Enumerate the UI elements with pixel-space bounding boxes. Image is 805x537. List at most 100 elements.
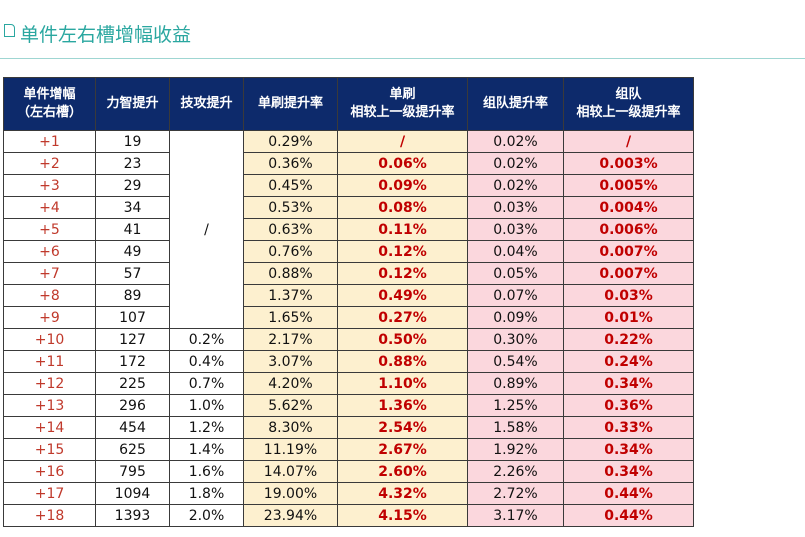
cell-solo: 0.29% <box>243 130 338 153</box>
cell-stat: 19 <box>95 130 170 153</box>
cell-team: 0.02% <box>467 130 564 153</box>
cell-solo: 11.19% <box>243 438 338 461</box>
header-team-delta: 组队 相较上一级提升率 <box>563 77 694 131</box>
cell-solo-delta: 0.27% <box>337 306 468 329</box>
cell-team: 1.92% <box>467 438 564 461</box>
cell-stat: 34 <box>95 196 170 219</box>
cell-solo-delta: 1.36% <box>337 394 468 417</box>
cell-solo: 1.65% <box>243 306 338 329</box>
cell-stat: 454 <box>95 416 170 439</box>
header-solo-delta: 单刷 相较上一级提升率 <box>337 77 468 131</box>
cell-team: 0.54% <box>467 350 564 373</box>
cell-stat: 172 <box>95 350 170 373</box>
cell-level: +6 <box>3 240 96 263</box>
cell-skill: 1.4% <box>169 438 244 461</box>
cell-team: 1.25% <box>467 394 564 417</box>
cell-stat: 127 <box>95 328 170 351</box>
cell-team-delta: 0.34% <box>563 460 694 483</box>
cell-team: 0.03% <box>467 196 564 219</box>
table-row: +8 89 1.37% 0.49% 0.07% 0.03% <box>3 284 694 307</box>
cell-stat: 57 <box>95 262 170 285</box>
cell-skill: 0.7% <box>169 372 244 395</box>
header-solo: 单刷提升率 <box>243 77 338 131</box>
cell-level: +14 <box>3 416 96 439</box>
cell-level: +7 <box>3 262 96 285</box>
table-row: +3 29 0.45% 0.09% 0.02% 0.005% <box>3 174 694 197</box>
table-row: +1 19/0.29%/0.02% / <box>3 130 694 329</box>
header-stat: 力智提升 <box>95 77 170 131</box>
table-row: +11 172 0.4% 3.07% 0.88% 0.54% 0.24% <box>3 350 694 373</box>
cell-solo: 0.76% <box>243 240 338 263</box>
cell-solo: 4.20% <box>243 372 338 395</box>
table-row: +13 296 1.0% 5.62% 1.36% 1.25% 0.36% <box>3 394 694 417</box>
cell-solo-delta: 0.88% <box>337 350 468 373</box>
cell-solo-delta: 1.10% <box>337 372 468 395</box>
cell-stat: 225 <box>95 372 170 395</box>
cell-skill: 1.6% <box>169 460 244 483</box>
cell-team-delta: 0.007% <box>563 240 694 263</box>
cell-skill: 1.0% <box>169 394 244 417</box>
table-row: +16 795 1.6% 14.07% 2.60% 2.26% 0.34% <box>3 460 694 483</box>
cell-level: +3 <box>3 174 96 197</box>
cell-stat: 1094 <box>95 482 170 505</box>
cell-stat: 625 <box>95 438 170 461</box>
cell-team-delta: 0.34% <box>563 372 694 395</box>
cell-solo-delta: 2.54% <box>337 416 468 439</box>
cell-solo-delta: 4.15% <box>337 504 468 527</box>
cell-team: 0.02% <box>467 174 564 197</box>
table-row: +15 625 1.4% 11.19% 2.67% 1.92% 0.34% <box>3 438 694 461</box>
header-level: 单件增幅 （左右槽） <box>3 77 96 131</box>
title-divider <box>0 58 805 59</box>
cell-team-delta: 0.01% <box>563 306 694 329</box>
cell-level: +18 <box>3 504 96 527</box>
cell-team: 0.30% <box>467 328 564 351</box>
cell-team-delta: 0.44% <box>563 504 694 527</box>
cell-level: +10 <box>3 328 96 351</box>
cell-solo-delta: 0.06% <box>337 152 468 175</box>
cell-team: 0.02% <box>467 152 564 175</box>
cell-team-delta: 0.03% <box>563 284 694 307</box>
cell-skill-merged: / <box>169 130 244 329</box>
cell-solo: 14.07% <box>243 460 338 483</box>
cell-solo: 23.94% <box>243 504 338 527</box>
cell-level: +15 <box>3 438 96 461</box>
cell-solo: 0.53% <box>243 196 338 219</box>
table-row: +18 1393 2.0% 23.94% 4.15% 3.17% 0.44% <box>3 504 694 527</box>
cell-solo: 0.88% <box>243 262 338 285</box>
cell-team: 0.03% <box>467 218 564 241</box>
cell-team-delta: 0.004% <box>563 196 694 219</box>
cell-stat: 296 <box>95 394 170 417</box>
table-header-row: 单件增幅 （左右槽） 力智提升 技攻提升 单刷提升率 单刷 相较上一级提升率 组队提… <box>3 77 694 131</box>
table-row: +14 454 1.2% 8.30% 2.54% 1.58% 0.33% <box>3 416 694 439</box>
cell-solo: 3.07% <box>243 350 338 373</box>
table-row: +2 23 0.36% 0.06% 0.02% 0.003% <box>3 152 694 175</box>
cell-level: +5 <box>3 218 96 241</box>
cell-stat: 1393 <box>95 504 170 527</box>
table-row: +12 225 0.7% 4.20% 1.10% 0.89% 0.34% <box>3 372 694 395</box>
cell-skill: 2.0% <box>169 504 244 527</box>
cell-level: +17 <box>3 482 96 505</box>
enhancement-gain-table: 单件增幅 （左右槽） 力智提升 技攻提升 单刷提升率 单刷 相较上一级提升率 组队提… <box>3 77 694 527</box>
cell-level: +11 <box>3 350 96 373</box>
cell-team-delta: 0.005% <box>563 174 694 197</box>
cell-solo: 8.30% <box>243 416 338 439</box>
cell-team-delta: / <box>563 130 694 153</box>
cell-level: +9 <box>3 306 96 329</box>
cell-solo: 0.36% <box>243 152 338 175</box>
cell-stat: 89 <box>95 284 170 307</box>
cell-solo-delta: 0.12% <box>337 240 468 263</box>
cell-solo: 19.00% <box>243 482 338 505</box>
table-row: +9 107 1.65% 0.27% 0.09% 0.01% <box>3 306 694 329</box>
cell-team-delta: 0.36% <box>563 394 694 417</box>
cell-team-delta: 0.003% <box>563 152 694 175</box>
header-skill: 技攻提升 <box>169 77 244 131</box>
cell-solo-delta: 2.67% <box>337 438 468 461</box>
cell-solo-delta: 0.50% <box>337 328 468 351</box>
cell-team-delta: 0.34% <box>563 438 694 461</box>
page-title: 单件左右槽增幅收益 <box>4 18 191 48</box>
cell-team: 0.89% <box>467 372 564 395</box>
cell-team: 0.04% <box>467 240 564 263</box>
cell-stat: 23 <box>95 152 170 175</box>
cell-skill: 0.2% <box>169 328 244 351</box>
cell-solo-delta: 0.08% <box>337 196 468 219</box>
